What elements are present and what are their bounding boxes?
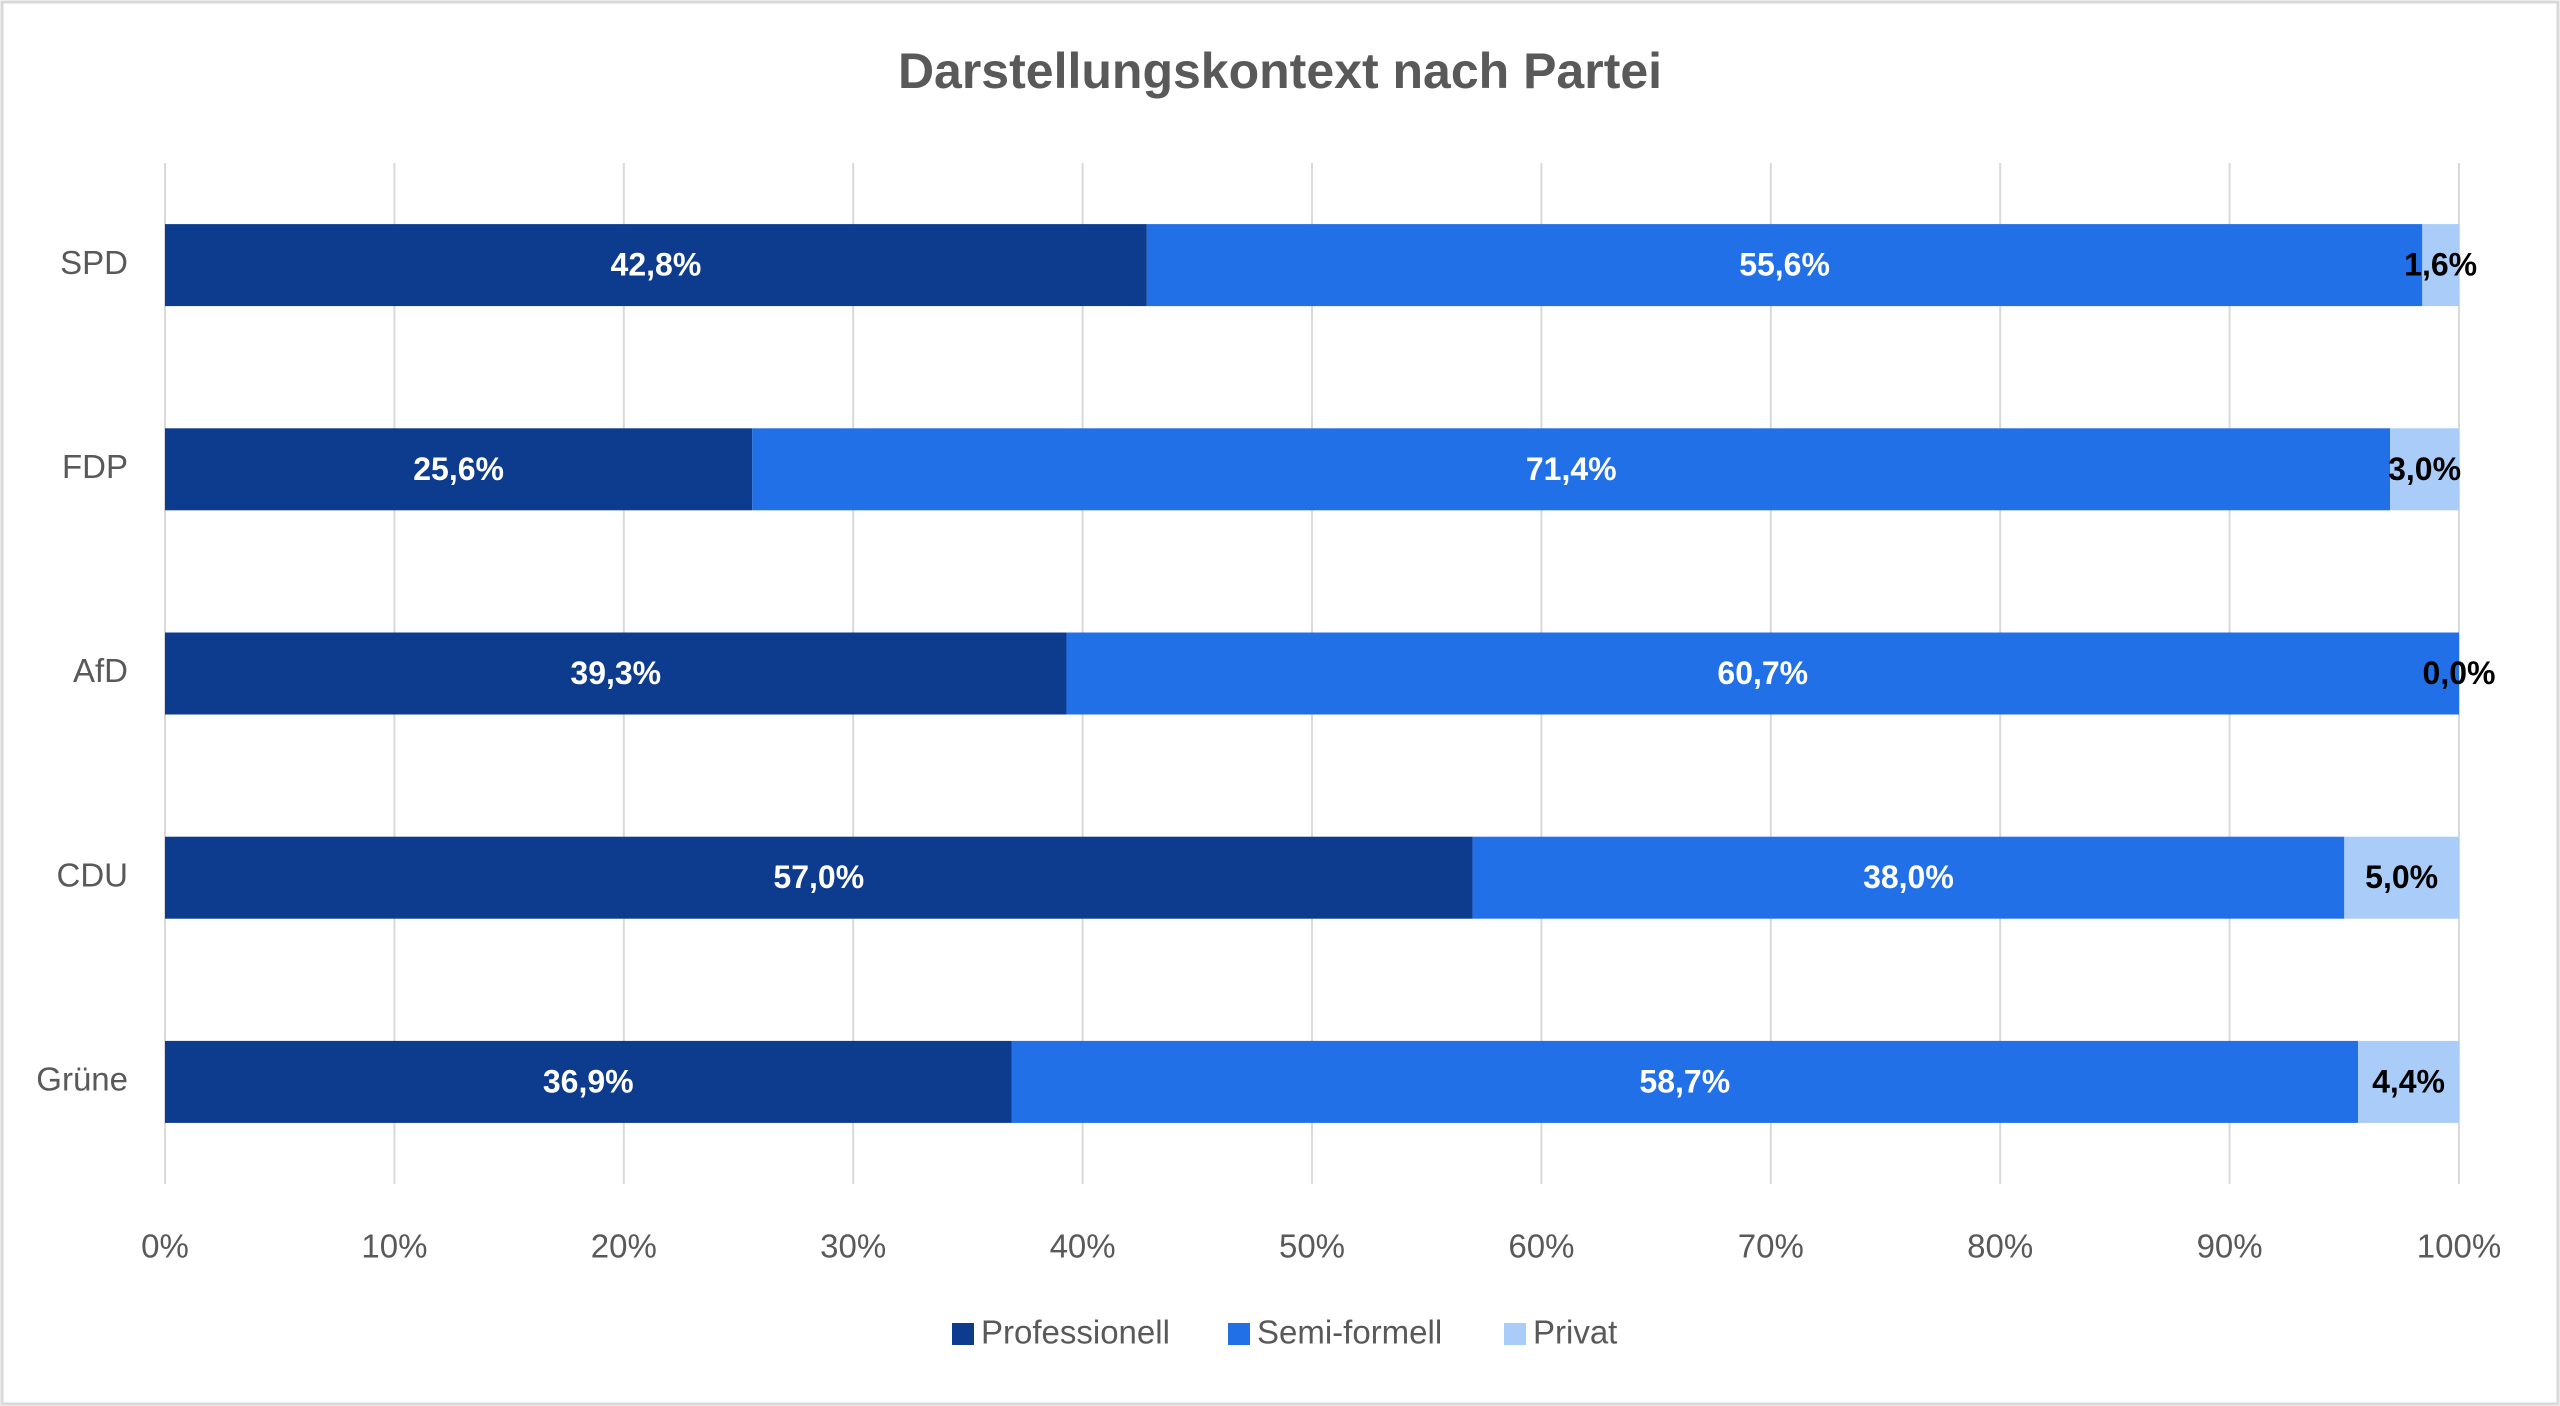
x-tick-label: 100% — [2417, 1228, 2501, 1265]
bar-segment — [1066, 632, 2459, 715]
data-label: 3,0% — [2388, 451, 2461, 487]
bar-segment — [165, 836, 1473, 919]
data-label: 57,0% — [773, 859, 864, 895]
y-tick-label: SPD — [60, 244, 128, 281]
data-label: 1,6% — [2404, 247, 2477, 283]
chart-title: Darstellungskontext nach Partei — [898, 43, 1662, 99]
y-tick-label: AfD — [73, 652, 128, 689]
y-tick-label: FDP — [62, 448, 128, 485]
data-label: 42,8% — [611, 247, 702, 283]
legend-swatch — [1504, 1323, 1526, 1345]
legend-swatch — [1228, 1323, 1250, 1345]
bar-segment — [2390, 428, 2459, 511]
legend-label: Privat — [1533, 1314, 1617, 1351]
x-tick-label: 10% — [361, 1228, 427, 1265]
data-label: 25,6% — [413, 451, 504, 487]
data-label: 5,0% — [2365, 859, 2438, 895]
data-label: 55,6% — [1739, 247, 1830, 283]
data-label: 58,7% — [1639, 1063, 1730, 1099]
data-label: 71,4% — [1526, 451, 1617, 487]
data-label: 38,0% — [1863, 859, 1954, 895]
legend-swatch — [952, 1323, 974, 1345]
y-tick-label: CDU — [57, 856, 129, 893]
x-tick-label: 80% — [1967, 1228, 2033, 1265]
legend-label: Semi-formell — [1257, 1314, 1442, 1351]
bar-segment — [165, 224, 1147, 307]
bar-segment — [1011, 1040, 2359, 1123]
bar-segment — [752, 428, 2391, 511]
x-tick-label: 70% — [1738, 1228, 1804, 1265]
data-label: 36,9% — [543, 1063, 634, 1099]
bar-segment — [2344, 836, 2459, 919]
y-tick-label: Grüne — [36, 1061, 128, 1098]
bar-segment — [2358, 1040, 2459, 1123]
bar-segment — [1146, 224, 2423, 307]
legend-label: Professionell — [981, 1314, 1170, 1351]
x-tick-label: 20% — [591, 1228, 657, 1265]
bar-segment — [1472, 836, 2345, 919]
bar-segment — [165, 632, 1067, 715]
data-label: 4,4% — [2372, 1063, 2445, 1099]
x-tick-label: 90% — [2197, 1228, 2263, 1265]
data-label: 0,0% — [2423, 655, 2496, 691]
x-tick-label: 50% — [1279, 1228, 1345, 1265]
x-tick-label: 30% — [820, 1228, 886, 1265]
bar-segment — [2422, 224, 2459, 307]
data-label: 60,7% — [1717, 655, 1808, 691]
x-tick-label: 40% — [1050, 1228, 1116, 1265]
x-tick-label: 60% — [1508, 1228, 1574, 1265]
data-label: 39,3% — [570, 655, 661, 691]
bar-segment — [165, 428, 753, 511]
bar-segment — [165, 1040, 1012, 1123]
x-tick-label: 0% — [141, 1228, 189, 1265]
